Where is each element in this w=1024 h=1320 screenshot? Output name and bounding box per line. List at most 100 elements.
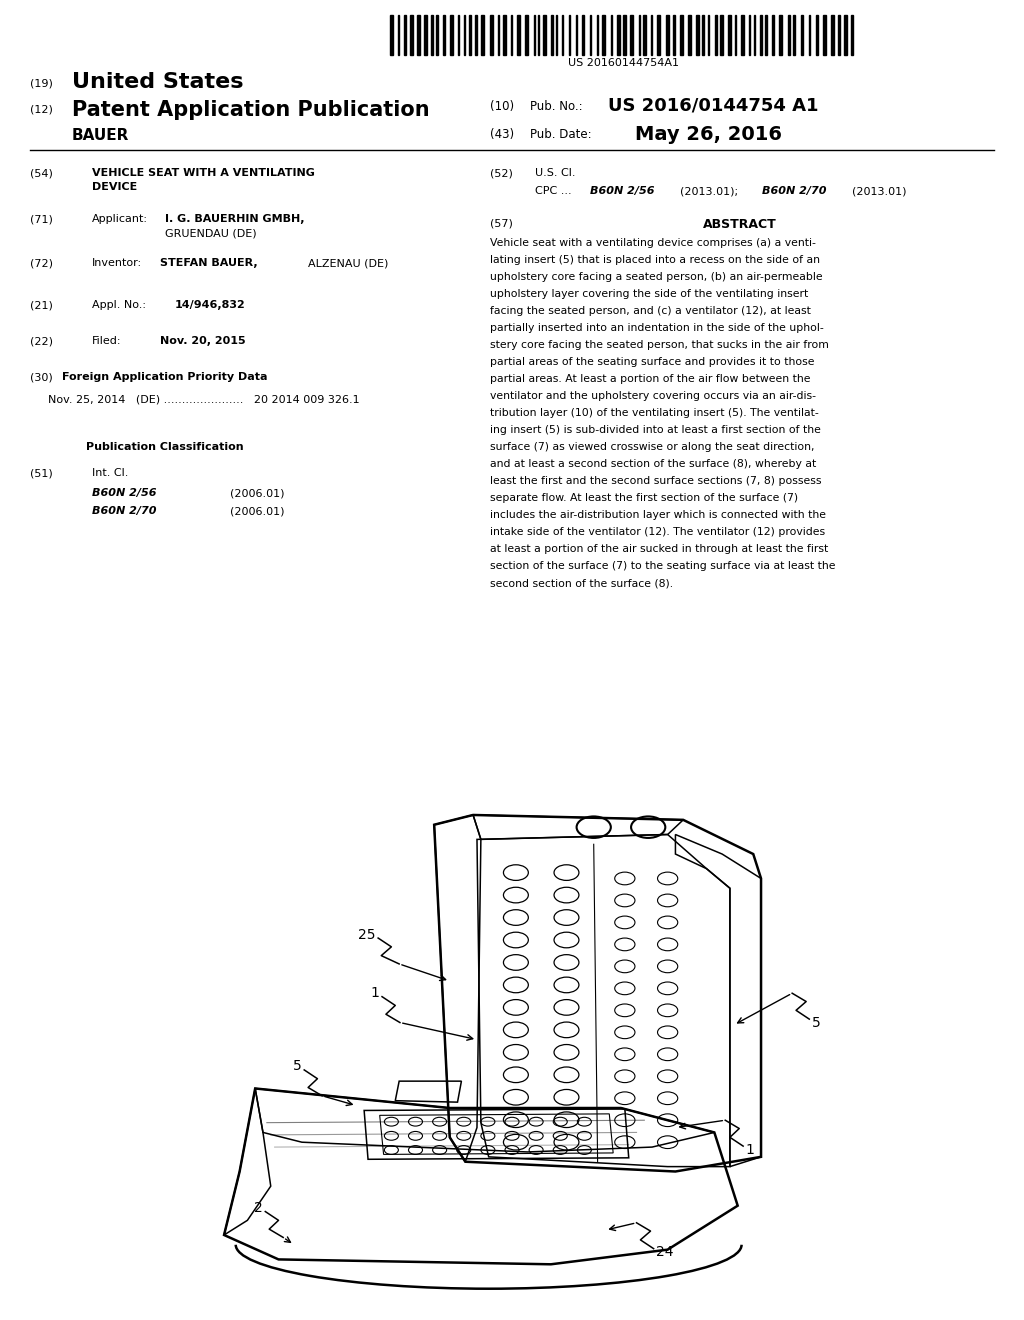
Bar: [602, 15, 605, 55]
Bar: [688, 15, 690, 55]
Bar: [779, 15, 782, 55]
Text: Foreign Application Priority Data: Foreign Application Priority Data: [62, 372, 267, 381]
Bar: [666, 15, 669, 55]
Bar: [498, 15, 499, 55]
Bar: [436, 15, 437, 55]
Bar: [617, 15, 620, 55]
Bar: [630, 15, 633, 55]
Text: Nov. 20, 2015: Nov. 20, 2015: [160, 337, 246, 346]
Text: B60N 2/56: B60N 2/56: [590, 186, 654, 195]
Text: (2013.01);: (2013.01);: [680, 186, 738, 195]
Text: May 26, 2016: May 26, 2016: [635, 125, 782, 144]
Text: (10): (10): [490, 100, 514, 114]
Text: (19): (19): [30, 78, 53, 88]
Text: 2: 2: [254, 1201, 263, 1216]
Bar: [715, 15, 717, 55]
Bar: [561, 15, 563, 55]
Text: facing the seated person, and (c) a ventilator (12), at least: facing the seated person, and (c) a vent…: [490, 306, 811, 315]
Bar: [475, 15, 476, 55]
Bar: [760, 15, 762, 55]
Text: (52): (52): [490, 168, 513, 178]
Bar: [450, 15, 453, 55]
Text: stery core facing the seated person, that sucks in the air from: stery core facing the seated person, tha…: [490, 341, 828, 350]
Text: intake side of the ventilator (12). The ventilator (12) provides: intake side of the ventilator (12). The …: [490, 527, 825, 537]
Text: (54): (54): [30, 168, 53, 178]
Text: partial areas of the seating surface and provides it to those: partial areas of the seating surface and…: [490, 356, 814, 367]
Text: (12): (12): [30, 106, 53, 115]
Text: (21): (21): [30, 300, 53, 310]
Text: B60N 2/56: B60N 2/56: [92, 488, 157, 498]
Text: least the first and the second surface sections (7, 8) possess: least the first and the second surface s…: [490, 477, 821, 486]
Text: separate flow. At least the first section of the surface (7): separate flow. At least the first sectio…: [490, 492, 798, 503]
Text: Appl. No.:: Appl. No.:: [92, 300, 146, 310]
Text: lating insert (5) that is placed into a recess on the side of an: lating insert (5) that is placed into a …: [490, 255, 820, 265]
Text: tribution layer (10) of the ventilating insert (5). The ventilat-: tribution layer (10) of the ventilating …: [490, 408, 819, 418]
Text: B60N 2/70: B60N 2/70: [762, 186, 826, 195]
Text: ALZENAU (DE): ALZENAU (DE): [308, 257, 388, 268]
Bar: [575, 15, 577, 55]
Text: 1: 1: [371, 986, 380, 1001]
Bar: [480, 15, 483, 55]
Bar: [673, 15, 675, 55]
Bar: [680, 15, 683, 55]
Bar: [555, 15, 557, 55]
Text: section of the surface (7) to the seating surface via at least the: section of the surface (7) to the seatin…: [490, 561, 836, 572]
Text: (22): (22): [30, 337, 53, 346]
Text: ABSTRACT: ABSTRACT: [703, 218, 777, 231]
Text: Nov. 25, 2014   (DE) ......................   20 2014 009 326.1: Nov. 25, 2014 (DE) .....................…: [48, 393, 359, 404]
Text: and at least a second section of the surface (8), whereby at: and at least a second section of the sur…: [490, 459, 816, 469]
Bar: [740, 15, 743, 55]
Bar: [801, 15, 803, 55]
Bar: [525, 15, 528, 55]
Bar: [430, 15, 432, 55]
Text: partial areas. At least a portion of the air flow between the: partial areas. At least a portion of the…: [490, 374, 811, 384]
Text: 1: 1: [745, 1143, 755, 1156]
Bar: [639, 15, 640, 55]
Text: (57): (57): [490, 218, 513, 228]
Bar: [815, 15, 818, 55]
Text: 14/946,832: 14/946,832: [175, 300, 246, 310]
Text: GRUENDAU (DE): GRUENDAU (DE): [165, 228, 257, 238]
Text: 5: 5: [812, 1015, 820, 1030]
Bar: [838, 15, 840, 55]
Text: STEFAN BAUER,: STEFAN BAUER,: [160, 257, 258, 268]
Bar: [728, 15, 730, 55]
Bar: [543, 15, 546, 55]
Text: (2013.01): (2013.01): [852, 186, 906, 195]
Text: (2006.01): (2006.01): [230, 506, 285, 516]
Text: (2006.01): (2006.01): [230, 488, 285, 498]
Bar: [695, 15, 698, 55]
Bar: [734, 15, 736, 55]
Text: Publication Classification: Publication Classification: [86, 442, 244, 451]
Bar: [568, 15, 570, 55]
Text: 24: 24: [656, 1245, 674, 1259]
Text: (72): (72): [30, 257, 53, 268]
Text: US 2016/0144754 A1: US 2016/0144754 A1: [608, 96, 818, 115]
Text: BAUER: BAUER: [72, 128, 129, 143]
Bar: [458, 15, 459, 55]
Bar: [410, 15, 413, 55]
Text: 25: 25: [358, 928, 376, 941]
Text: Filed:: Filed:: [92, 337, 122, 346]
Bar: [844, 15, 847, 55]
Text: at least a portion of the air sucked in through at least the first: at least a portion of the air sucked in …: [490, 544, 828, 554]
Bar: [754, 15, 755, 55]
Bar: [702, 15, 703, 55]
Text: ventilator and the upholstery covering occurs via an air-dis-: ventilator and the upholstery covering o…: [490, 391, 816, 401]
Text: ing insert (5) is sub-divided into at least a first section of the: ing insert (5) is sub-divided into at le…: [490, 425, 821, 436]
Text: Inventor:: Inventor:: [92, 257, 142, 268]
Bar: [424, 15, 427, 55]
Text: Patent Application Publication: Patent Application Publication: [72, 100, 430, 120]
Text: partially inserted into an indentation in the side of the uphol-: partially inserted into an indentation i…: [490, 323, 823, 333]
Bar: [643, 15, 646, 55]
Bar: [597, 15, 598, 55]
Text: United States: United States: [72, 73, 244, 92]
Text: second section of the surface (8).: second section of the surface (8).: [490, 578, 673, 587]
Text: (71): (71): [30, 214, 53, 224]
Text: upholstery core facing a seated person, (b) an air-permeable: upholstery core facing a seated person, …: [490, 272, 822, 282]
Bar: [489, 15, 493, 55]
Text: surface (7) as viewed crosswise or along the seat direction,: surface (7) as viewed crosswise or along…: [490, 442, 814, 451]
Text: DEVICE: DEVICE: [92, 182, 137, 191]
Text: Vehicle seat with a ventilating device comprises (a) a venti-: Vehicle seat with a ventilating device c…: [490, 238, 816, 248]
Bar: [793, 15, 795, 55]
